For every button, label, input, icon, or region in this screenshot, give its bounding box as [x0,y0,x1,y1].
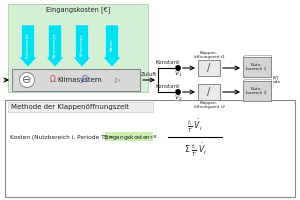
Text: $\dot{V}_2$: $\dot{V}_2$ [174,93,183,103]
Text: ⊖: ⊖ [22,75,32,85]
Circle shape [176,66,180,70]
Text: Konstant: Konstant [156,60,180,65]
Text: [V]
ode: [V] ode [273,76,281,84]
Bar [12,69,140,91]
Bar [8,4,148,92]
Text: /: / [207,63,211,73]
Text: x: x [153,134,157,140]
Text: $\dot{V}_1$: $\dot{V}_1$ [174,69,183,79]
Text: Eingangskosten [€]: Eingangskosten [€] [46,6,110,13]
Text: Eingangskosten$_T$: Eingangskosten$_T$ [103,132,155,142]
Text: Klimasystem: Klimasystem [58,77,102,83]
Text: $\Sigma\ \frac{t_i}{T}\ \dot{V}_i$: $\Sigma\ \frac{t_i}{T}\ \dot{V}_i$ [184,141,206,159]
Text: Kälteenergie: Kälteenergie [80,34,84,56]
FancyArrow shape [19,25,37,67]
Text: Konstant: Konstant [156,84,180,89]
FancyArrow shape [73,25,91,67]
Text: Nutz-
bereich 1: Nutz- bereich 1 [246,63,266,71]
Bar [243,57,271,77]
Text: Ω: Ω [82,75,88,84]
Text: Wasser: Wasser [110,39,114,51]
Text: Wärmeenergie: Wärmeenergie [53,32,57,58]
Text: Luft: Luft [0,77,1,82]
Text: $\frac{t_i}{T}\ \dot{V}_i$: $\frac{t_i}{T}\ \dot{V}_i$ [187,117,203,135]
FancyArrow shape [46,25,64,67]
Text: Elektroenergie: Elektroenergie [26,32,30,58]
Text: Nutz-
bereich 2: Nutz- bereich 2 [246,87,266,95]
Text: Klappen-
öffnungszeit t1: Klappen- öffnungszeit t1 [194,51,224,59]
Text: Klappen-
öffnungszeit t2: Klappen- öffnungszeit t2 [194,101,224,109]
Bar [243,81,271,101]
Circle shape [20,72,34,88]
Text: Methode der Klappenöffnungszeit: Methode der Klappenöffnungszeit [11,104,129,110]
Bar [8,102,153,112]
Text: /: / [207,87,211,97]
Bar [198,60,220,76]
Text: Kosten (Nutzbereich i, Periode T) =: Kosten (Nutzbereich i, Periode T) = [10,134,116,140]
Circle shape [176,90,180,94]
Bar [198,84,220,100]
Bar [105,132,153,141]
Text: Zuluft: Zuluft [141,72,157,77]
Text: ▷: ▷ [115,77,121,83]
Text: Ω: Ω [50,75,56,84]
Bar [5,100,295,197]
FancyArrow shape [103,25,121,67]
